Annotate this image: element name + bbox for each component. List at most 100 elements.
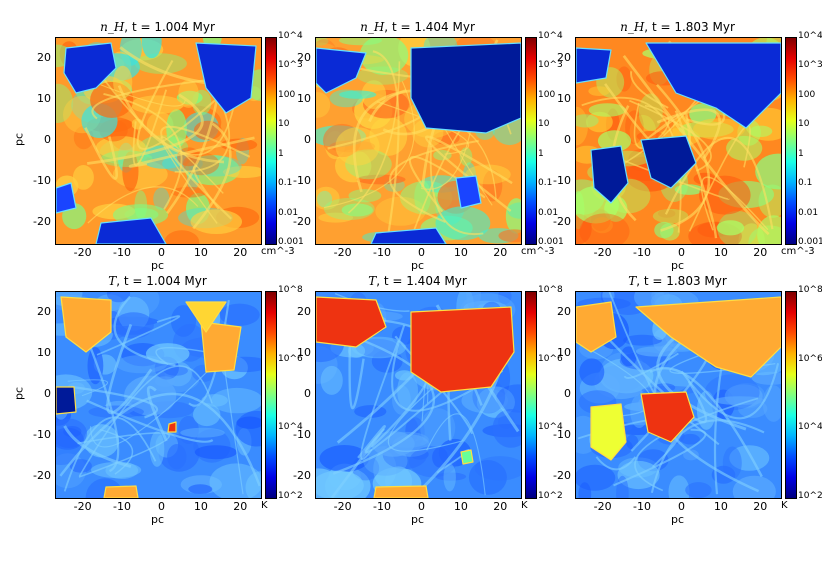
x-tick-label: -20 bbox=[333, 246, 352, 259]
heatmap-mottle bbox=[113, 65, 133, 99]
y-tick-label: -20 bbox=[553, 469, 571, 483]
heatmap-filament bbox=[700, 176, 769, 231]
colorbar-tick-label: 10^4 bbox=[798, 31, 822, 41]
y-tick-label: 0 bbox=[44, 133, 51, 146]
heatmap-mottle bbox=[194, 445, 237, 460]
heatmap-image bbox=[316, 292, 521, 498]
heatmap-filament bbox=[323, 81, 415, 209]
x-tick-label: 20 bbox=[493, 246, 508, 259]
x-tick-label: 20 bbox=[233, 246, 248, 259]
heatmap-region bbox=[640, 135, 697, 189]
heatmap-mottle bbox=[474, 456, 521, 481]
heatmap-mottle bbox=[635, 346, 678, 357]
heatmap-mottle bbox=[498, 229, 521, 243]
y-tick-label: -20 bbox=[293, 215, 311, 229]
heatmap-mottle bbox=[579, 358, 605, 386]
x-tick-label: 0 bbox=[417, 500, 425, 513]
heatmap-mottle bbox=[56, 418, 87, 448]
x-tick-label: 0 bbox=[677, 500, 685, 513]
heatmap-filament bbox=[347, 61, 401, 214]
heatmap-mottle bbox=[466, 292, 481, 312]
panel-title: T, t = 1.404 Myr bbox=[368, 274, 467, 288]
y-axis-label: pc bbox=[12, 132, 26, 147]
heatmap-mottle bbox=[211, 387, 261, 414]
x-tick-label: 10 bbox=[193, 246, 208, 259]
heatmap-filament bbox=[630, 71, 669, 109]
heatmap-mottle bbox=[180, 427, 225, 438]
heatmap-filament bbox=[106, 323, 153, 415]
heatmap-mottle bbox=[579, 213, 630, 244]
x-tick-label: 0 bbox=[157, 246, 165, 259]
heatmap-region bbox=[370, 227, 447, 244]
heatmap-region bbox=[635, 296, 781, 378]
heatmap-mottle bbox=[56, 427, 84, 450]
heatmap-filament bbox=[650, 419, 765, 494]
heatmap-plot bbox=[575, 291, 782, 499]
heatmap-region bbox=[56, 182, 77, 214]
heatmap-mottle bbox=[468, 460, 507, 495]
panel-title-variable: n_H bbox=[360, 20, 385, 34]
heatmap-plot bbox=[55, 37, 262, 245]
heatmap-mottle bbox=[145, 364, 200, 393]
heatmap-filament bbox=[78, 365, 213, 477]
heatmap-filament bbox=[192, 122, 232, 230]
heatmap-plot bbox=[575, 37, 782, 245]
heatmap-mottle bbox=[668, 475, 690, 498]
colorbar-tick-label: 0.001 bbox=[538, 237, 564, 247]
heatmap-mottle bbox=[683, 449, 699, 461]
heatmap-mottle bbox=[341, 203, 373, 217]
colorbar-tick-label: 10^4 bbox=[278, 422, 303, 433]
heatmap-mottle bbox=[316, 92, 331, 118]
colorbar-unit: cm^-3 bbox=[521, 246, 555, 257]
heatmap-mottle bbox=[356, 174, 406, 185]
heatmap-filament bbox=[348, 338, 365, 410]
panel-title-time: t = 1.803 Myr bbox=[651, 20, 735, 34]
heatmap-region bbox=[590, 145, 629, 204]
heatmap-mottle bbox=[236, 416, 261, 429]
colorbar-tick-label: 10^3 bbox=[538, 60, 563, 71]
heatmap-filament bbox=[623, 352, 679, 379]
heatmap-filament bbox=[360, 340, 400, 461]
x-tick-label: -20 bbox=[73, 500, 92, 513]
x-tick-label: 10 bbox=[453, 246, 468, 259]
heatmap-mottle bbox=[347, 343, 366, 358]
colorbar-tick-label: 10^4 bbox=[798, 422, 822, 433]
heatmap-filament bbox=[584, 314, 708, 424]
colorbar-tick-label: 10^2 bbox=[798, 491, 822, 501]
y-tick-label: 0 bbox=[304, 387, 311, 400]
heatmap-mottle bbox=[443, 463, 456, 492]
colorbar bbox=[265, 37, 277, 245]
heatmap-mottle bbox=[375, 196, 426, 226]
heatmap-plot bbox=[55, 291, 262, 499]
heatmap-filament bbox=[364, 366, 471, 454]
panel-title-variable: T bbox=[368, 274, 377, 288]
y-tick-label: -20 bbox=[293, 469, 311, 483]
colorbar-tick-label: 10^4 bbox=[278, 31, 303, 41]
heatmap-filament bbox=[59, 392, 261, 487]
colorbar-tick-label: 10^8 bbox=[538, 285, 563, 295]
panel-title-variable: T bbox=[108, 274, 117, 288]
colorbar-tick-label: 0.001 bbox=[278, 237, 304, 247]
heatmap-filament bbox=[87, 186, 199, 224]
panel-title-time: t = 1.004 Myr bbox=[123, 274, 207, 288]
heatmap-mottle bbox=[188, 484, 213, 494]
heatmap-mottle bbox=[588, 86, 610, 96]
heatmap-filament bbox=[429, 145, 484, 236]
heatmap-region bbox=[576, 301, 617, 353]
heatmap-mottle bbox=[634, 292, 665, 310]
x-axis-label: pc bbox=[150, 513, 165, 526]
x-axis-label: pc bbox=[670, 513, 685, 526]
colorbar bbox=[525, 37, 537, 245]
heatmap-filament bbox=[63, 416, 157, 492]
heatmap-filament bbox=[581, 96, 682, 233]
heatmap-mottle bbox=[329, 89, 363, 108]
colorbar-unit: cm^-3 bbox=[781, 246, 815, 257]
heatmap-filament bbox=[136, 59, 224, 150]
heatmap-mottle bbox=[166, 109, 187, 149]
heatmap-filament bbox=[90, 62, 237, 156]
heatmap-image bbox=[576, 38, 781, 244]
colorbar-tick-label: 10^3 bbox=[798, 60, 822, 71]
heatmap-region bbox=[455, 175, 482, 209]
x-tick-label: -10 bbox=[113, 500, 131, 513]
x-tick-label: -10 bbox=[113, 246, 131, 259]
